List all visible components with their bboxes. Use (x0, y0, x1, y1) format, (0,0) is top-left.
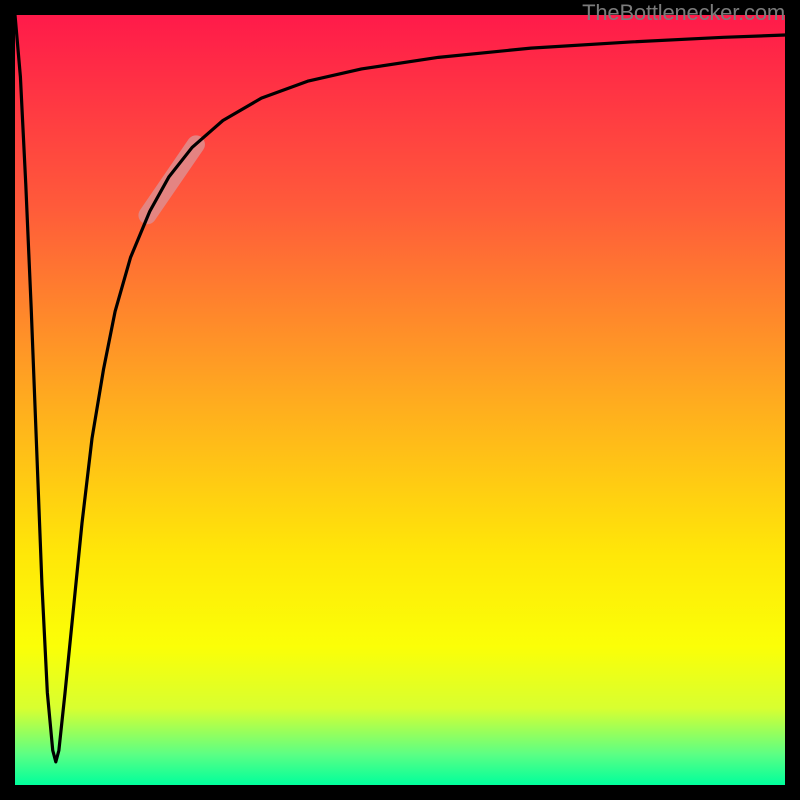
plot-svg (15, 15, 785, 785)
watermark-text: TheBottlenecker.com (582, 0, 785, 26)
chart-container: TheBottlenecker.com (0, 0, 800, 800)
gradient-background (15, 15, 785, 785)
